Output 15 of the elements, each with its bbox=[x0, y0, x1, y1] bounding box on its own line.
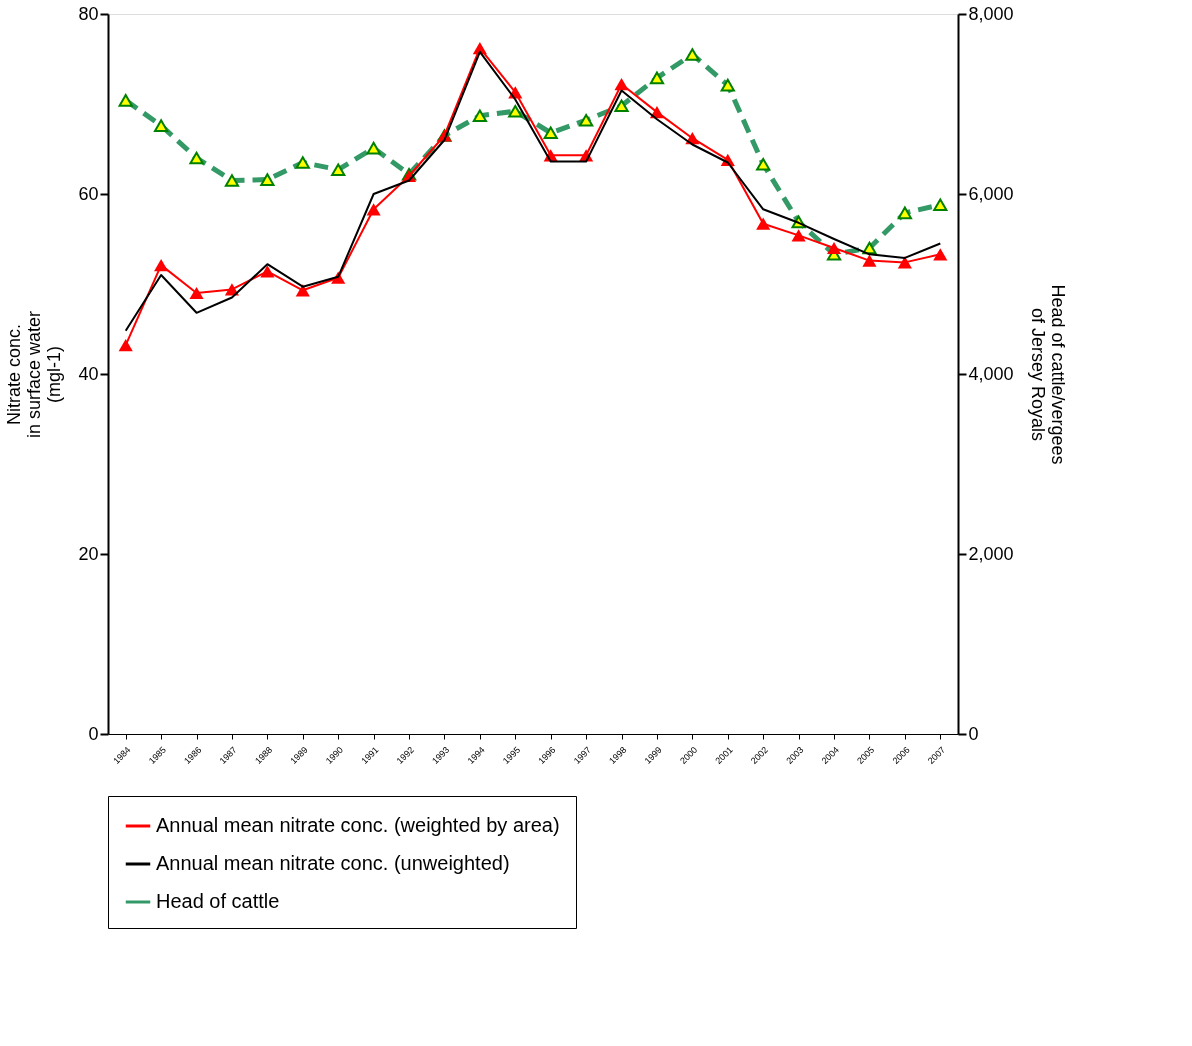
y2-tick-label: 0 bbox=[968, 723, 979, 744]
y2-axis-title: Head of cattle/vergees of Jersey Royals bbox=[1027, 284, 1068, 465]
y2-tick-label: 8,000 bbox=[968, 3, 1014, 24]
y-tick-label: 0 bbox=[88, 723, 99, 744]
y-tick-label: 80 bbox=[78, 3, 99, 24]
legend-label: Head of cattle bbox=[156, 890, 280, 912]
legend-label: Annual mean nitrate conc. (unweighted) bbox=[156, 852, 510, 874]
legend-label: Annual mean nitrate conc. (weighted by area) bbox=[156, 814, 560, 836]
y2-tick-label: 4,000 bbox=[968, 363, 1014, 384]
y-tick-label: 60 bbox=[78, 183, 99, 204]
y-tick-label: 20 bbox=[78, 543, 99, 564]
y-axis-title: Nitrate conc. in surface water (mgl-1) bbox=[4, 310, 65, 439]
y-tick-label: 40 bbox=[78, 363, 99, 384]
y2-tick-label: 2,000 bbox=[968, 543, 1014, 564]
y2-tick-label: 6,000 bbox=[968, 183, 1014, 204]
